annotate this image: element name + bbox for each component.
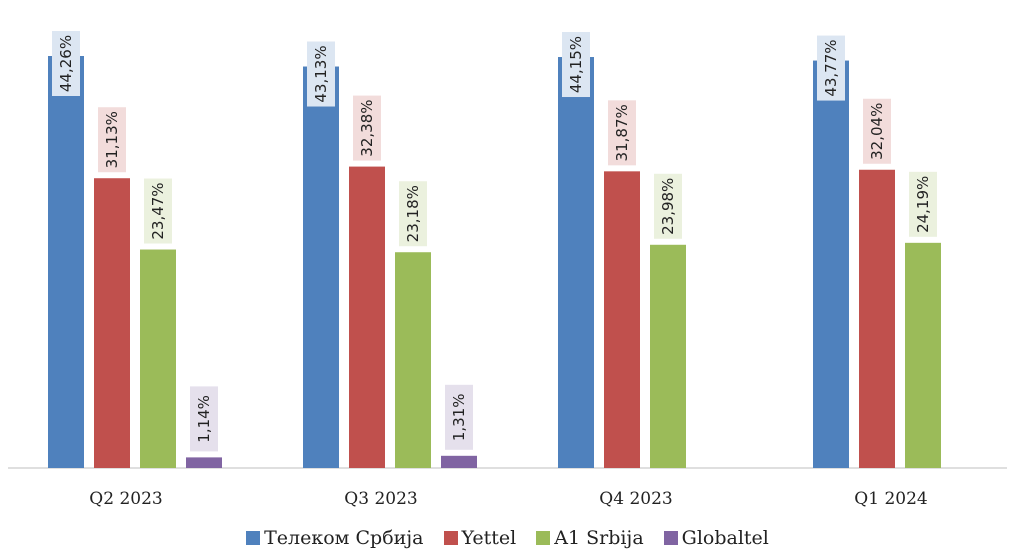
legend-item: Yettel	[443, 527, 517, 549]
data-label-background	[98, 107, 126, 173]
bar	[650, 244, 686, 468]
data-label-background	[654, 173, 682, 239]
data-labels-layer: 44,26% 31,13% 23,47% 1,14% 43,13% 32,38% 23,18…	[52, 31, 937, 452]
data-label: 23,98%	[659, 178, 677, 235]
bar	[813, 60, 849, 469]
legend-label: A1 Srbija	[554, 527, 644, 549]
bar	[303, 66, 339, 469]
legend-item: Globaltel	[663, 527, 769, 549]
data-label: 32,38%	[358, 99, 376, 156]
category-label: Q3 2023	[344, 489, 417, 509]
data-label: 32,04%	[868, 103, 886, 160]
data-label-background	[445, 384, 473, 450]
legend-label: Globaltel	[681, 527, 769, 549]
bar	[349, 166, 385, 468]
bar	[558, 57, 594, 468]
data-label-background	[307, 41, 335, 107]
bar	[186, 457, 222, 468]
bar	[395, 252, 431, 468]
data-label-background	[52, 31, 80, 96]
data-label: 1,14%	[195, 395, 213, 443]
legend-swatch	[246, 531, 261, 545]
bar	[905, 242, 941, 468]
legend-swatch	[663, 531, 678, 545]
category-labels-layer: Q2 2023 Q3 2023 Q4 2023 Q1 2024	[89, 489, 927, 509]
bar	[441, 455, 477, 468]
bar	[48, 56, 84, 468]
data-label-background	[909, 171, 937, 237]
data-label: 1,31%	[450, 393, 468, 441]
legend-swatch	[536, 531, 551, 545]
data-label: 31,13%	[103, 111, 121, 168]
legend-item: Телеком Србија	[246, 527, 424, 549]
category-label: Q2 2023	[89, 489, 162, 509]
data-label: 31,87%	[613, 104, 631, 161]
bars-layer	[48, 56, 941, 469]
data-label: 44,15%	[567, 36, 585, 93]
data-label-background	[562, 32, 590, 98]
data-label-background	[863, 98, 891, 164]
data-label: 23,47%	[149, 182, 167, 239]
data-label: 43,13%	[312, 45, 330, 102]
legend: Телеком Србија Yettel A1 Srbija Globaltel	[0, 524, 1015, 552]
data-label: 43,77%	[822, 39, 840, 96]
data-label-background	[190, 386, 218, 452]
data-label: 24,19%	[914, 176, 932, 233]
legend-label: Yettel	[461, 527, 517, 549]
legend-item: A1 Srbija	[536, 527, 644, 549]
data-label-background	[353, 95, 381, 161]
data-label-background	[608, 100, 636, 166]
legend-swatch	[443, 531, 458, 545]
bar	[140, 249, 176, 468]
bar	[859, 169, 895, 468]
data-label: 23,18%	[404, 185, 422, 242]
data-label-background	[144, 178, 172, 244]
data-label-background	[817, 35, 845, 101]
legend-label: Телеком Србија	[264, 527, 424, 549]
bar	[604, 171, 640, 469]
category-label: Q4 2023	[599, 489, 672, 509]
data-label: 44,26%	[57, 35, 75, 92]
category-label: Q1 2024	[854, 489, 927, 509]
bar	[94, 178, 130, 468]
data-label-background	[399, 181, 427, 247]
